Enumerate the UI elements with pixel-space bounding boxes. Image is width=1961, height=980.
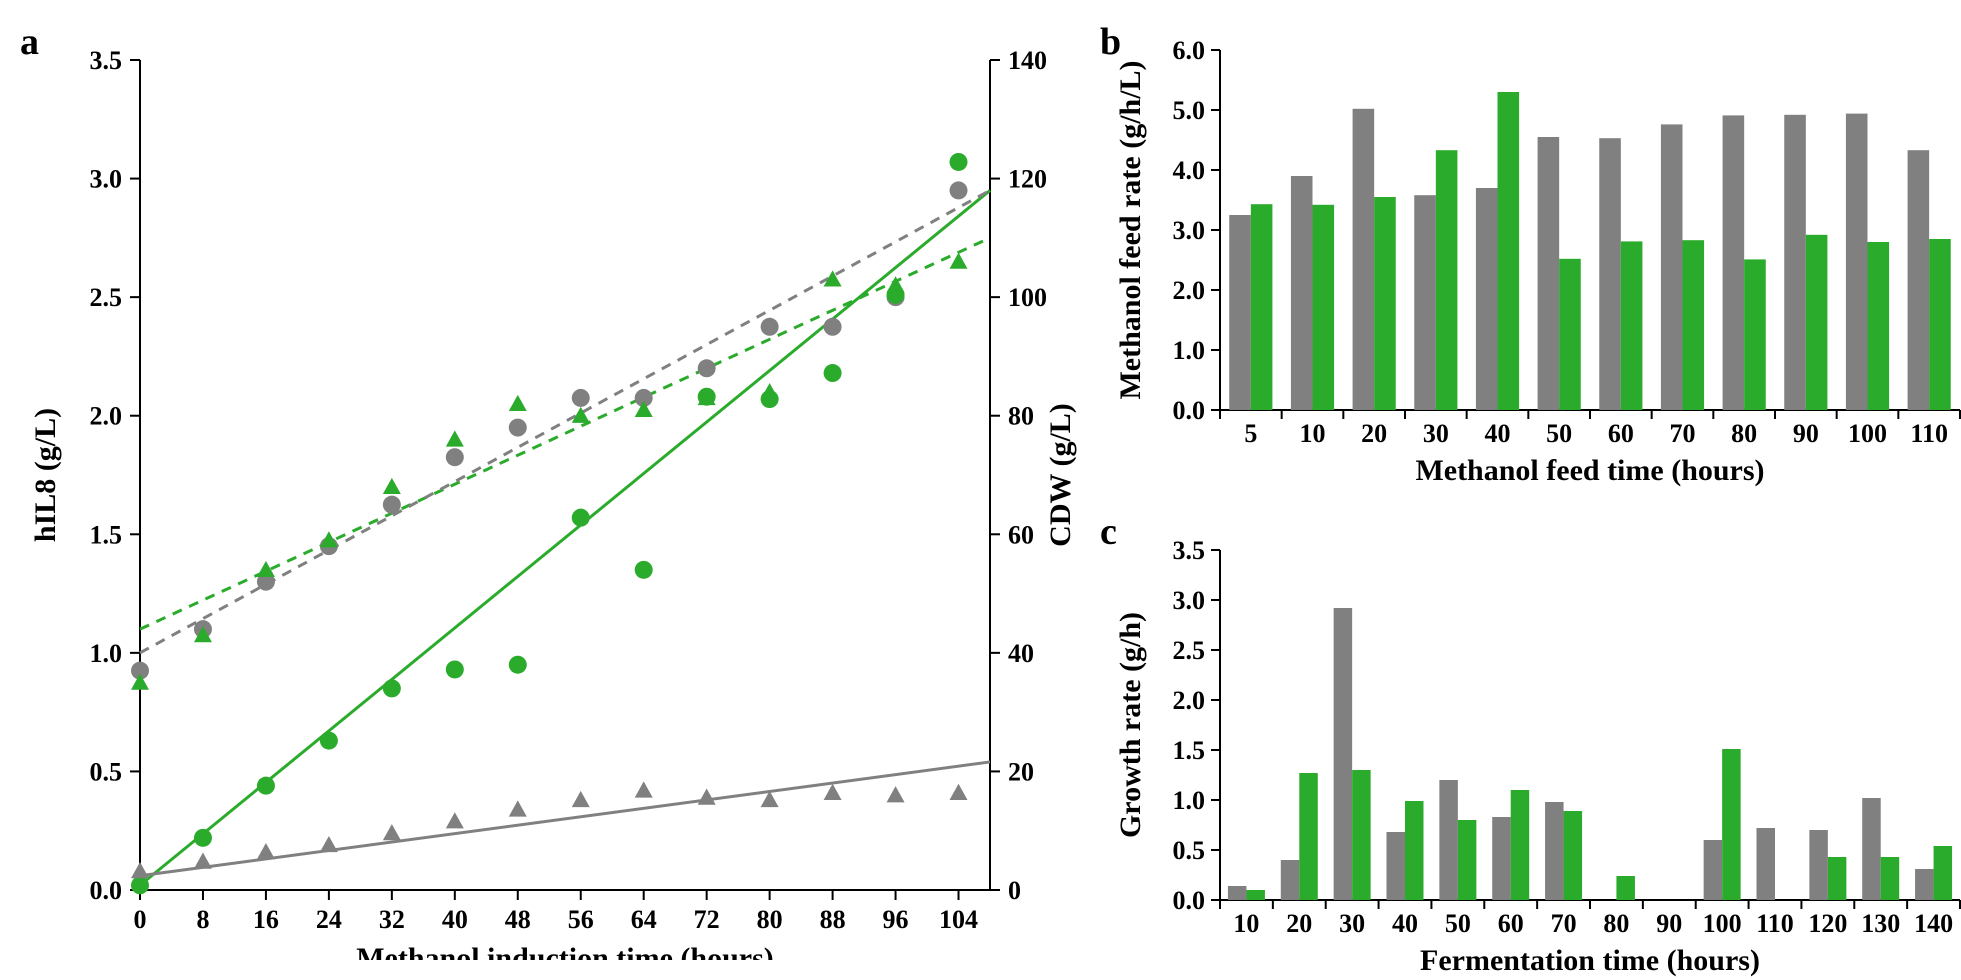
svg-text:3.0: 3.0	[1173, 216, 1206, 245]
svg-text:Methanol induction time (hours: Methanol induction time (hours)	[356, 942, 774, 960]
svg-text:5: 5	[1244, 419, 1257, 448]
svg-text:2.0: 2.0	[90, 402, 123, 431]
svg-text:3.5: 3.5	[90, 46, 123, 75]
svg-text:0: 0	[134, 905, 147, 934]
svg-text:20: 20	[1286, 909, 1312, 938]
svg-text:8: 8	[196, 905, 209, 934]
svg-text:110: 110	[1756, 909, 1794, 938]
svg-text:Methanol feed time (hours): Methanol feed time (hours)	[1415, 454, 1764, 487]
svg-text:Fermentation time (hours): Fermentation time (hours)	[1420, 944, 1760, 977]
panel-c-label: c	[1100, 510, 1117, 554]
svg-text:Methanol feed rate (g/h/L): Methanol feed rate (g/h/L)	[1114, 60, 1147, 399]
panel-a: a 0 8 16 24 32 40 48 56 64 72 80 88 96 104 Methanol in…	[20, 20, 1080, 980]
svg-text:130: 130	[1861, 909, 1900, 938]
panel-b: b 0.0 1.0 2.0 3.0 4.0 5.0 6.0 Methanol feed rat…	[1100, 20, 1961, 490]
svg-text:Growth rate (g/h): Growth rate (g/h)	[1114, 612, 1147, 838]
svg-text:40: 40	[1485, 419, 1511, 448]
svg-text:80: 80	[757, 905, 783, 934]
svg-text:10: 10	[1233, 909, 1259, 938]
svg-text:96: 96	[883, 905, 909, 934]
svg-text:24: 24	[316, 905, 342, 934]
svg-text:2.0: 2.0	[1173, 276, 1206, 305]
svg-text:72: 72	[694, 905, 720, 934]
svg-text:1.0: 1.0	[1173, 786, 1206, 815]
svg-text:120: 120	[1808, 909, 1847, 938]
svg-text:100: 100	[1008, 283, 1047, 312]
svg-text:0: 0	[1008, 876, 1021, 905]
svg-text:40: 40	[1392, 909, 1418, 938]
svg-text:0.5: 0.5	[1173, 836, 1206, 865]
svg-text:64: 64	[631, 905, 657, 934]
svg-text:60: 60	[1008, 520, 1034, 549]
svg-text:70: 70	[1551, 909, 1577, 938]
panel-c-svg: 0.0 0.5 1.0 1.5 2.0 2.5 3.0 3.5 Growth rate (g/h…	[1100, 510, 1961, 980]
svg-text:1.5: 1.5	[1173, 736, 1206, 765]
svg-text:20: 20	[1361, 419, 1387, 448]
svg-text:4.0: 4.0	[1173, 156, 1206, 185]
svg-text:hIL8 (g/L): hIL8 (g/L)	[29, 408, 62, 542]
svg-text:0.0: 0.0	[1173, 396, 1206, 425]
svg-text:80: 80	[1603, 909, 1629, 938]
svg-text:20: 20	[1008, 757, 1034, 786]
svg-text:120: 120	[1008, 165, 1047, 194]
svg-text:0.0: 0.0	[1173, 886, 1206, 915]
svg-text:2.5: 2.5	[1173, 636, 1206, 665]
svg-text:60: 60	[1608, 419, 1634, 448]
svg-text:0.0: 0.0	[90, 876, 123, 905]
figure-grid: a 0 8 16 24 32 40 48 56 64 72 80 88 96 104 Methanol in…	[20, 20, 1941, 980]
svg-text:5.0: 5.0	[1173, 96, 1206, 125]
panel-a-svg: 0 8 16 24 32 40 48 56 64 72 80 88 96 104 Methanol indu…	[20, 20, 1080, 960]
panel-b-label: b	[1100, 20, 1121, 64]
svg-text:6.0: 6.0	[1173, 36, 1206, 65]
svg-text:100: 100	[1703, 909, 1742, 938]
svg-text:3.0: 3.0	[90, 165, 123, 194]
svg-text:0.5: 0.5	[90, 757, 123, 786]
svg-text:10: 10	[1300, 419, 1326, 448]
svg-text:140: 140	[1914, 909, 1953, 938]
svg-text:CDW (g/L): CDW (g/L)	[1044, 403, 1077, 547]
svg-text:40: 40	[442, 905, 468, 934]
svg-text:1.5: 1.5	[90, 520, 123, 549]
svg-text:90: 90	[1793, 419, 1819, 448]
svg-text:70: 70	[1670, 419, 1696, 448]
svg-text:80: 80	[1731, 419, 1757, 448]
svg-text:30: 30	[1339, 909, 1365, 938]
svg-text:110: 110	[1910, 419, 1948, 448]
svg-text:2.5: 2.5	[90, 283, 123, 312]
panel-b-svg: 0.0 1.0 2.0 3.0 4.0 5.0 6.0 Methanol feed rate …	[1100, 20, 1961, 490]
svg-text:30: 30	[1423, 419, 1449, 448]
svg-text:104: 104	[939, 905, 978, 934]
svg-text:16: 16	[253, 905, 279, 934]
svg-text:3.0: 3.0	[1173, 586, 1206, 615]
svg-text:3.5: 3.5	[1173, 536, 1206, 565]
svg-text:80: 80	[1008, 402, 1034, 431]
panel-a-label: a	[20, 20, 39, 64]
svg-text:56: 56	[568, 905, 594, 934]
svg-text:88: 88	[820, 905, 846, 934]
svg-text:90: 90	[1656, 909, 1682, 938]
svg-text:2.0: 2.0	[1173, 686, 1206, 715]
svg-text:140: 140	[1008, 46, 1047, 75]
svg-text:60: 60	[1498, 909, 1524, 938]
panel-c: c 0.0 0.5 1.0 1.5 2.0 2.5 3.0 3.5 Growth rate (g…	[1100, 510, 1961, 980]
svg-text:1.0: 1.0	[1173, 336, 1206, 365]
svg-text:1.0: 1.0	[90, 639, 123, 668]
svg-text:50: 50	[1546, 419, 1572, 448]
svg-text:50: 50	[1445, 909, 1471, 938]
svg-text:40: 40	[1008, 639, 1034, 668]
svg-text:100: 100	[1848, 419, 1887, 448]
svg-text:48: 48	[505, 905, 531, 934]
svg-text:32: 32	[379, 905, 405, 934]
